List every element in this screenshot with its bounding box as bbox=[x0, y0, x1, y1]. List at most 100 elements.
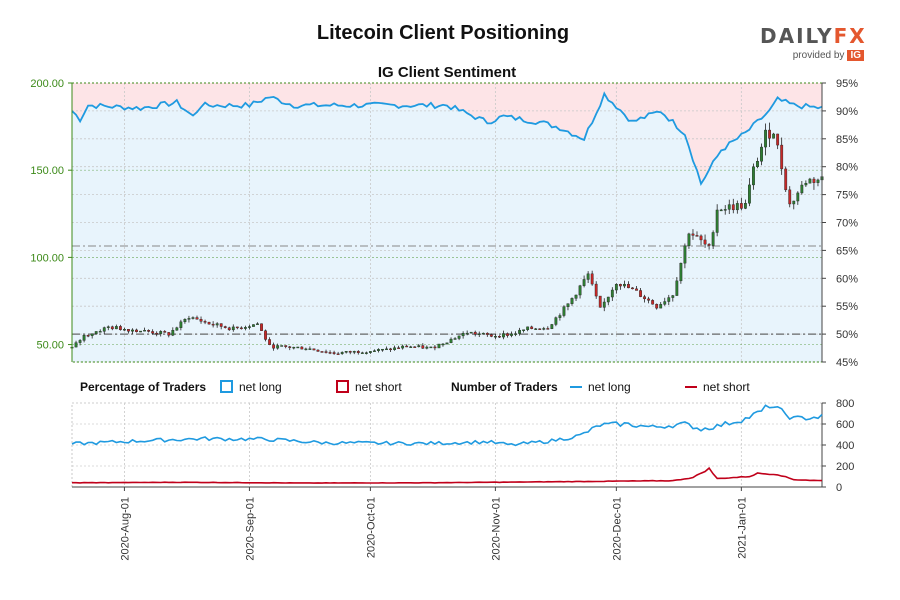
candlestick bbox=[780, 137, 784, 175]
candlestick bbox=[292, 346, 296, 350]
candlestick bbox=[393, 345, 396, 351]
candle-body bbox=[82, 335, 86, 341]
candle-body bbox=[614, 284, 618, 291]
right-axis-tick-label: 55% bbox=[836, 301, 858, 313]
candlestick bbox=[373, 349, 376, 352]
candlestick bbox=[695, 231, 699, 237]
candle-body bbox=[268, 339, 271, 345]
bottom-axis-tick-label: 400 bbox=[836, 440, 854, 452]
candlestick bbox=[135, 328, 138, 333]
candle-body bbox=[606, 296, 610, 303]
candle-body bbox=[328, 352, 332, 354]
candle-body bbox=[752, 166, 755, 186]
candlestick bbox=[679, 262, 683, 284]
x-axis-tick-label: 2020-Dec-01 bbox=[611, 497, 623, 561]
candlestick bbox=[433, 344, 437, 351]
candlestick bbox=[364, 351, 368, 355]
legend-num-short-swatch bbox=[685, 386, 697, 388]
candle-body bbox=[526, 326, 530, 330]
candle-body bbox=[405, 345, 409, 348]
candlestick bbox=[118, 324, 122, 331]
chart-subtitle: IG Client Sentiment bbox=[377, 64, 517, 81]
candle-body bbox=[538, 328, 542, 330]
candle-body bbox=[711, 232, 715, 246]
candle-body bbox=[631, 287, 634, 290]
candle-body bbox=[264, 330, 267, 340]
candle-body bbox=[256, 323, 259, 325]
candle-body bbox=[235, 326, 239, 329]
x-axis-tick-label: 2020-Nov-01 bbox=[490, 497, 502, 561]
legend-num-header: Number of Traders bbox=[451, 380, 558, 394]
candlestick bbox=[699, 234, 703, 246]
candlestick bbox=[739, 197, 743, 211]
candle-body bbox=[485, 332, 489, 335]
candle-body bbox=[421, 345, 425, 349]
candle-body bbox=[522, 329, 526, 331]
candle-body bbox=[316, 349, 320, 352]
candlestick bbox=[82, 334, 86, 343]
candle-body bbox=[748, 184, 751, 204]
candlestick bbox=[175, 326, 179, 331]
candlestick bbox=[167, 332, 171, 338]
candle-body bbox=[788, 189, 792, 205]
candle-body bbox=[796, 192, 800, 202]
candle-body bbox=[764, 129, 767, 148]
candle-body bbox=[106, 326, 110, 328]
candlestick bbox=[748, 178, 751, 207]
candlestick bbox=[570, 297, 574, 306]
candle-body bbox=[336, 353, 340, 355]
right-axis-tick-label: 50% bbox=[836, 329, 858, 341]
candlestick bbox=[179, 319, 183, 331]
candle-body bbox=[163, 331, 167, 333]
candle-body bbox=[114, 326, 118, 330]
candlestick bbox=[635, 286, 638, 291]
candlestick bbox=[183, 318, 187, 324]
candlestick bbox=[106, 325, 110, 331]
candle-body bbox=[703, 239, 707, 245]
candle-body bbox=[288, 346, 292, 348]
candle-body bbox=[804, 182, 808, 186]
candlestick bbox=[461, 331, 465, 339]
candle-body bbox=[296, 346, 300, 349]
candle-body bbox=[453, 338, 457, 340]
right-axis-tick-label: 60% bbox=[836, 273, 858, 285]
candlestick bbox=[114, 324, 118, 330]
candlestick bbox=[606, 296, 610, 306]
candle-body bbox=[699, 235, 703, 241]
short-area bbox=[72, 83, 822, 184]
candle-body bbox=[518, 329, 521, 334]
candle-body bbox=[425, 346, 429, 349]
candlestick bbox=[816, 178, 820, 187]
candlestick bbox=[481, 332, 485, 335]
left-axis-tick-label: 50.00 bbox=[36, 340, 64, 352]
candlestick bbox=[473, 330, 477, 337]
candle-body bbox=[191, 317, 195, 319]
bottom-axis-tick-label: 800 bbox=[836, 398, 854, 410]
candle-body bbox=[481, 332, 485, 335]
candle-body bbox=[558, 315, 562, 318]
candlestick bbox=[465, 330, 469, 336]
candlestick bbox=[155, 331, 159, 337]
candlestick bbox=[659, 302, 663, 309]
candle-body bbox=[147, 329, 151, 332]
candlestick bbox=[643, 294, 646, 303]
brand-provided-by: provided by bbox=[792, 50, 845, 61]
candlestick bbox=[812, 176, 816, 190]
candlestick bbox=[546, 326, 550, 330]
candlestick bbox=[401, 344, 405, 350]
left-axis-tick-label: 150.00 bbox=[30, 165, 64, 177]
candlestick bbox=[256, 322, 259, 325]
candlestick bbox=[518, 327, 521, 336]
candlestick bbox=[344, 350, 348, 354]
candlestick bbox=[284, 345, 288, 349]
candlestick bbox=[110, 325, 114, 331]
candlestick bbox=[743, 199, 747, 210]
candlestick bbox=[409, 345, 413, 348]
candle-body bbox=[489, 334, 493, 337]
candle-body bbox=[102, 327, 106, 332]
candle-body bbox=[215, 323, 219, 326]
candle-body bbox=[800, 184, 804, 194]
candle-body bbox=[731, 204, 735, 211]
right-axis-tick-label: 85% bbox=[836, 134, 858, 146]
candlestick bbox=[594, 281, 598, 299]
